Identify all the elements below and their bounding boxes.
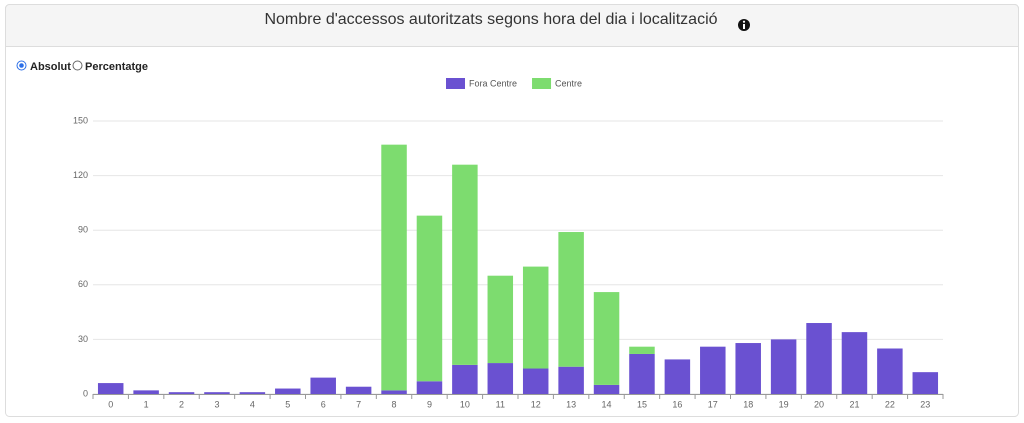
bar — [381, 144, 407, 391]
bar — [168, 392, 195, 394]
bar — [345, 386, 372, 394]
x-tick-label: 21 — [849, 399, 859, 409]
x-tick-label: 11 — [496, 399, 505, 409]
radio-label[interactable]: Absolut — [30, 61, 71, 73]
x-tick-label: 5 — [285, 399, 290, 409]
x-tick-label: 9 — [427, 399, 432, 409]
info-icon[interactable] — [738, 19, 750, 31]
bar — [522, 368, 549, 394]
bar — [841, 332, 868, 394]
bar — [239, 392, 266, 394]
bar — [558, 366, 584, 394]
bar — [416, 215, 443, 382]
bar — [416, 381, 443, 394]
radio-percentatge[interactable]: Percentatge — [72, 60, 148, 73]
y-tick-label: 150 — [73, 115, 88, 125]
bar — [310, 377, 336, 394]
bar — [629, 346, 655, 354]
x-tick-label: 0 — [108, 399, 113, 409]
x-tick-label: 22 — [885, 399, 895, 409]
legend-label[interactable]: Centre — [555, 78, 582, 88]
x-tick-label: 16 — [672, 399, 682, 409]
y-tick-label: 0 — [83, 388, 88, 398]
legend-swatch[interactable] — [446, 78, 465, 89]
bar — [806, 323, 832, 394]
x-tick-label: 19 — [779, 399, 789, 409]
bar — [452, 164, 478, 365]
header-title: Nombre d'accessos autoritzats segons hor… — [264, 11, 717, 28]
bar — [700, 346, 726, 394]
bar — [452, 364, 478, 394]
bar — [558, 232, 584, 367]
bar — [912, 372, 939, 394]
x-tick-label: 3 — [214, 399, 219, 409]
y-tick-label: 120 — [73, 170, 88, 180]
card-header — [5, 4, 1019, 47]
x-tick-label: 10 — [460, 399, 470, 409]
x-tick-label: 20 — [814, 399, 824, 409]
x-tick-label: 17 — [708, 399, 718, 409]
bar — [770, 339, 797, 394]
bar — [275, 388, 301, 394]
bar — [97, 383, 124, 394]
bar — [487, 275, 514, 364]
radio-label[interactable]: Percentatge — [85, 61, 148, 73]
bar — [629, 353, 655, 394]
radio-absolut[interactable]: Absolut — [16, 60, 71, 73]
bar — [735, 343, 761, 394]
x-tick-label: 14 — [602, 399, 612, 409]
x-tick-label: 15 — [637, 399, 647, 409]
legend-swatch[interactable] — [532, 78, 552, 89]
x-tick-label: 6 — [321, 399, 326, 409]
bar — [664, 359, 691, 394]
bar — [593, 384, 620, 394]
x-tick-label: 4 — [250, 399, 255, 409]
y-tick-label: 60 — [78, 279, 88, 289]
bar — [133, 390, 159, 394]
y-tick-label: 90 — [78, 225, 88, 235]
bar — [877, 348, 903, 394]
x-tick-label: 13 — [566, 399, 576, 409]
legend-label[interactable]: Fora Centre — [469, 78, 517, 88]
x-tick-label: 1 — [144, 399, 149, 409]
bar — [487, 363, 514, 394]
bar — [522, 266, 549, 369]
y-tick-label: 30 — [78, 334, 88, 344]
x-tick-label: 8 — [392, 399, 397, 409]
x-tick-label: 2 — [179, 399, 184, 409]
x-tick-label: 18 — [743, 399, 753, 409]
x-tick-label: 23 — [920, 399, 930, 409]
x-tick-label: 7 — [356, 399, 361, 409]
bar — [593, 292, 620, 385]
bar — [204, 392, 230, 394]
bar — [381, 390, 407, 394]
x-tick-label: 12 — [531, 399, 541, 409]
